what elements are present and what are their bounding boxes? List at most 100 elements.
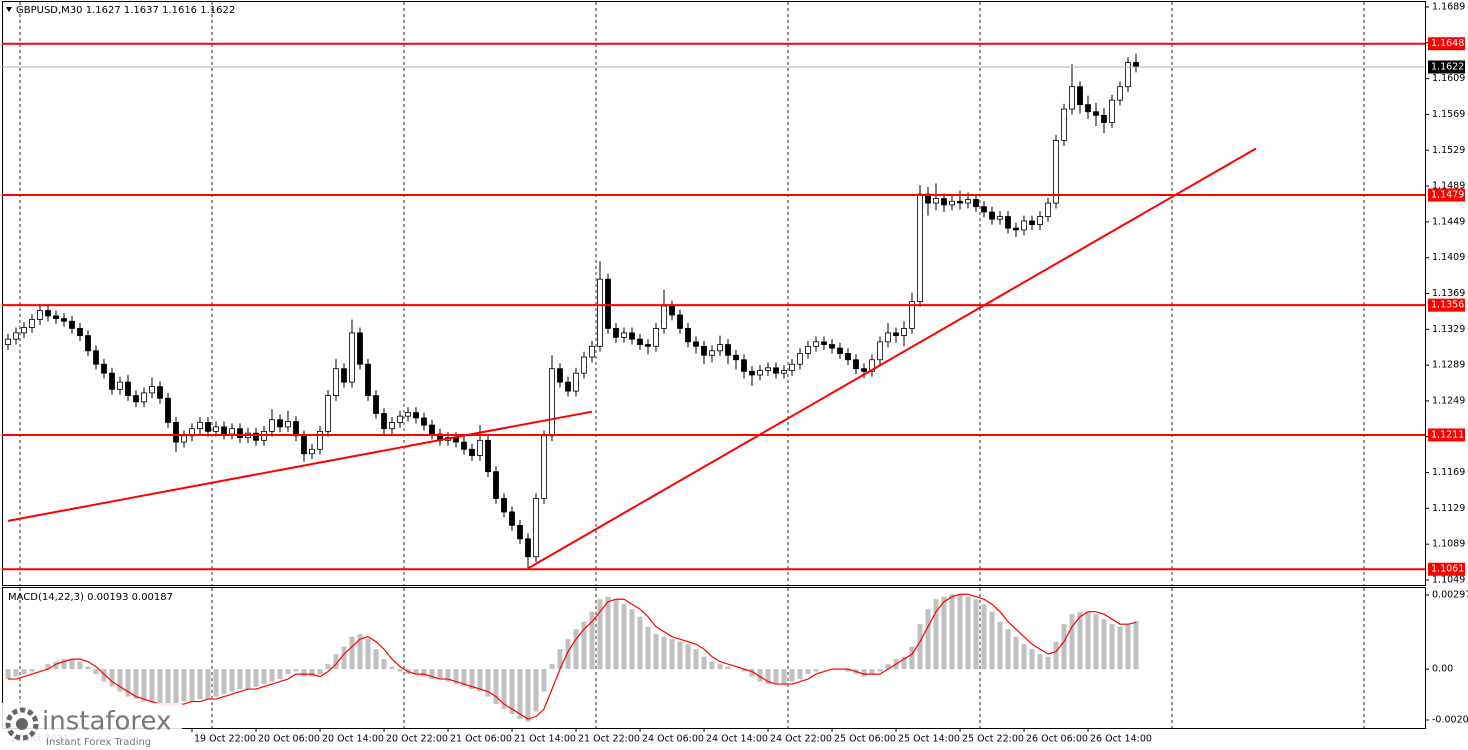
macd-bar <box>213 669 219 697</box>
macd-bar <box>645 626 651 670</box>
macd-bar <box>653 634 659 670</box>
macd-bar <box>437 669 443 680</box>
macd-bar <box>765 669 771 685</box>
macd-bar <box>1085 611 1091 670</box>
candle-body <box>1101 114 1107 123</box>
macd-bar <box>413 669 419 675</box>
macd-bar <box>365 639 371 670</box>
candle-body <box>517 524 523 540</box>
candle-body <box>325 395 331 432</box>
level-label-box <box>1428 298 1465 312</box>
macd-bar <box>1061 624 1067 670</box>
macd-bar <box>997 621 1003 670</box>
macd-bar <box>69 659 75 670</box>
candle-body <box>309 448 315 455</box>
macd-bar <box>797 669 803 680</box>
candle-body <box>725 344 731 356</box>
watermark-icon <box>5 707 39 741</box>
macd-bar <box>373 649 379 670</box>
macd-bar <box>901 656 907 670</box>
candle-body <box>621 332 627 338</box>
candle-body <box>109 372 115 390</box>
candle-body <box>869 359 875 372</box>
candle-body <box>493 471 499 499</box>
y-tick-label: 1.1089 <box>1432 539 1465 550</box>
macd-bar <box>1037 654 1043 670</box>
candle-body <box>645 344 651 347</box>
macd-bar <box>589 611 595 670</box>
macd-bar <box>581 621 587 670</box>
candle-body <box>69 320 75 329</box>
macd-bar <box>501 669 507 710</box>
y-tick-label: 1.1609 <box>1432 73 1465 84</box>
candle-body <box>901 328 907 336</box>
candle-body <box>277 419 283 428</box>
macd-bar <box>925 609 931 670</box>
macd-bar <box>5 669 11 680</box>
macd-bar <box>677 641 683 670</box>
candle-body <box>525 538 531 558</box>
macd-bar <box>133 669 139 700</box>
candle-body <box>269 419 275 432</box>
watermark-tagline: Instant Forex Trading <box>46 737 151 748</box>
candle-body <box>485 439 491 473</box>
macd-bar <box>565 639 571 670</box>
candle-body <box>805 345 811 354</box>
x-tick-label: 25 Oct 14:00 <box>898 734 960 745</box>
candle-body <box>365 363 371 396</box>
macd-bar <box>541 669 547 692</box>
candle-body <box>957 200 963 204</box>
macd-bar <box>29 669 35 672</box>
y-tick-label: 1.1569 <box>1432 109 1465 120</box>
macd-bar <box>301 669 307 677</box>
macd-bar <box>661 636 667 670</box>
candle-body <box>413 412 419 419</box>
macd-bar <box>189 669 195 702</box>
macd-bar <box>773 669 779 685</box>
candle-body <box>941 198 947 206</box>
y-tick-label: 1.1489 <box>1432 181 1465 192</box>
macd-bar <box>1117 626 1123 670</box>
candle-body <box>1005 216 1011 229</box>
candle-body <box>21 327 27 334</box>
candle-body <box>1053 140 1059 204</box>
macd-bar <box>693 649 699 670</box>
macd-bar <box>45 664 51 670</box>
candle-body <box>373 395 379 414</box>
macd-bar <box>1093 614 1099 670</box>
macd-bar <box>325 664 331 670</box>
macd-bar <box>877 669 883 672</box>
macd-bar <box>525 669 531 722</box>
level-label: 1.1061 <box>1431 564 1464 575</box>
macd-bar <box>237 669 243 690</box>
candle-body <box>13 332 19 340</box>
macd-bar <box>941 596 947 670</box>
candle-body <box>301 435 307 455</box>
candle-body <box>405 412 411 417</box>
macd-bar <box>805 669 811 675</box>
candle-body <box>293 421 299 437</box>
candle-body <box>749 370 755 376</box>
candle-body <box>797 353 803 365</box>
x-tick-label: 24 Oct 22:00 <box>770 734 832 745</box>
trend-line <box>7 410 593 522</box>
macd-bar <box>85 666 91 670</box>
macd-bar <box>197 669 203 700</box>
macd-tick-label: 0.00297 <box>1432 589 1468 600</box>
macd-bar <box>1069 614 1075 670</box>
candle-body <box>821 341 827 345</box>
candle-body <box>981 206 987 213</box>
macd-bar <box>485 669 491 697</box>
candle-body <box>789 363 795 371</box>
macd-bar <box>61 659 67 670</box>
macd-bar <box>701 656 707 670</box>
candle-body <box>397 415 403 423</box>
candle-body <box>1061 108 1067 141</box>
candle-body <box>285 421 291 428</box>
level-label: 1.1211 <box>1431 429 1464 440</box>
candle-body <box>677 314 683 329</box>
candle-body <box>717 344 723 352</box>
macd-bar <box>101 669 107 682</box>
candle-body <box>1125 62 1131 88</box>
macd-bar <box>253 669 259 687</box>
